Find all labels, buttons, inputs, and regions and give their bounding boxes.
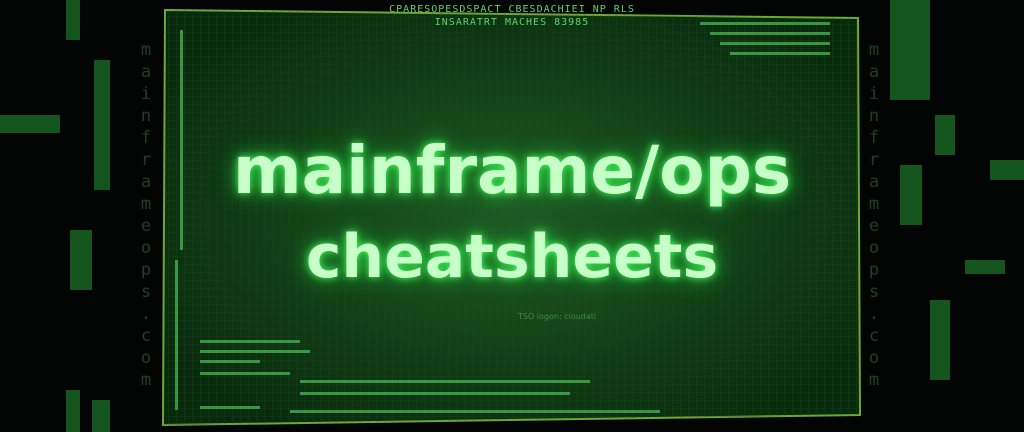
header-line: CPARESOPESDSPACT CBESDACHIEI NP RLS [389, 4, 635, 15]
title-line: mainframe/ops [232, 132, 792, 209]
title-line: cheatsheets [305, 222, 719, 292]
terminal-noise [175, 22, 830, 413]
screen-grid [163, 10, 860, 425]
watermark: mainframeops.com [136, 40, 156, 392]
header-line: INSARATRT MACHES 83985 [434, 17, 590, 28]
watermark: mainframeops.com [864, 40, 884, 392]
caption: TSO logon: cloudati [518, 312, 597, 321]
